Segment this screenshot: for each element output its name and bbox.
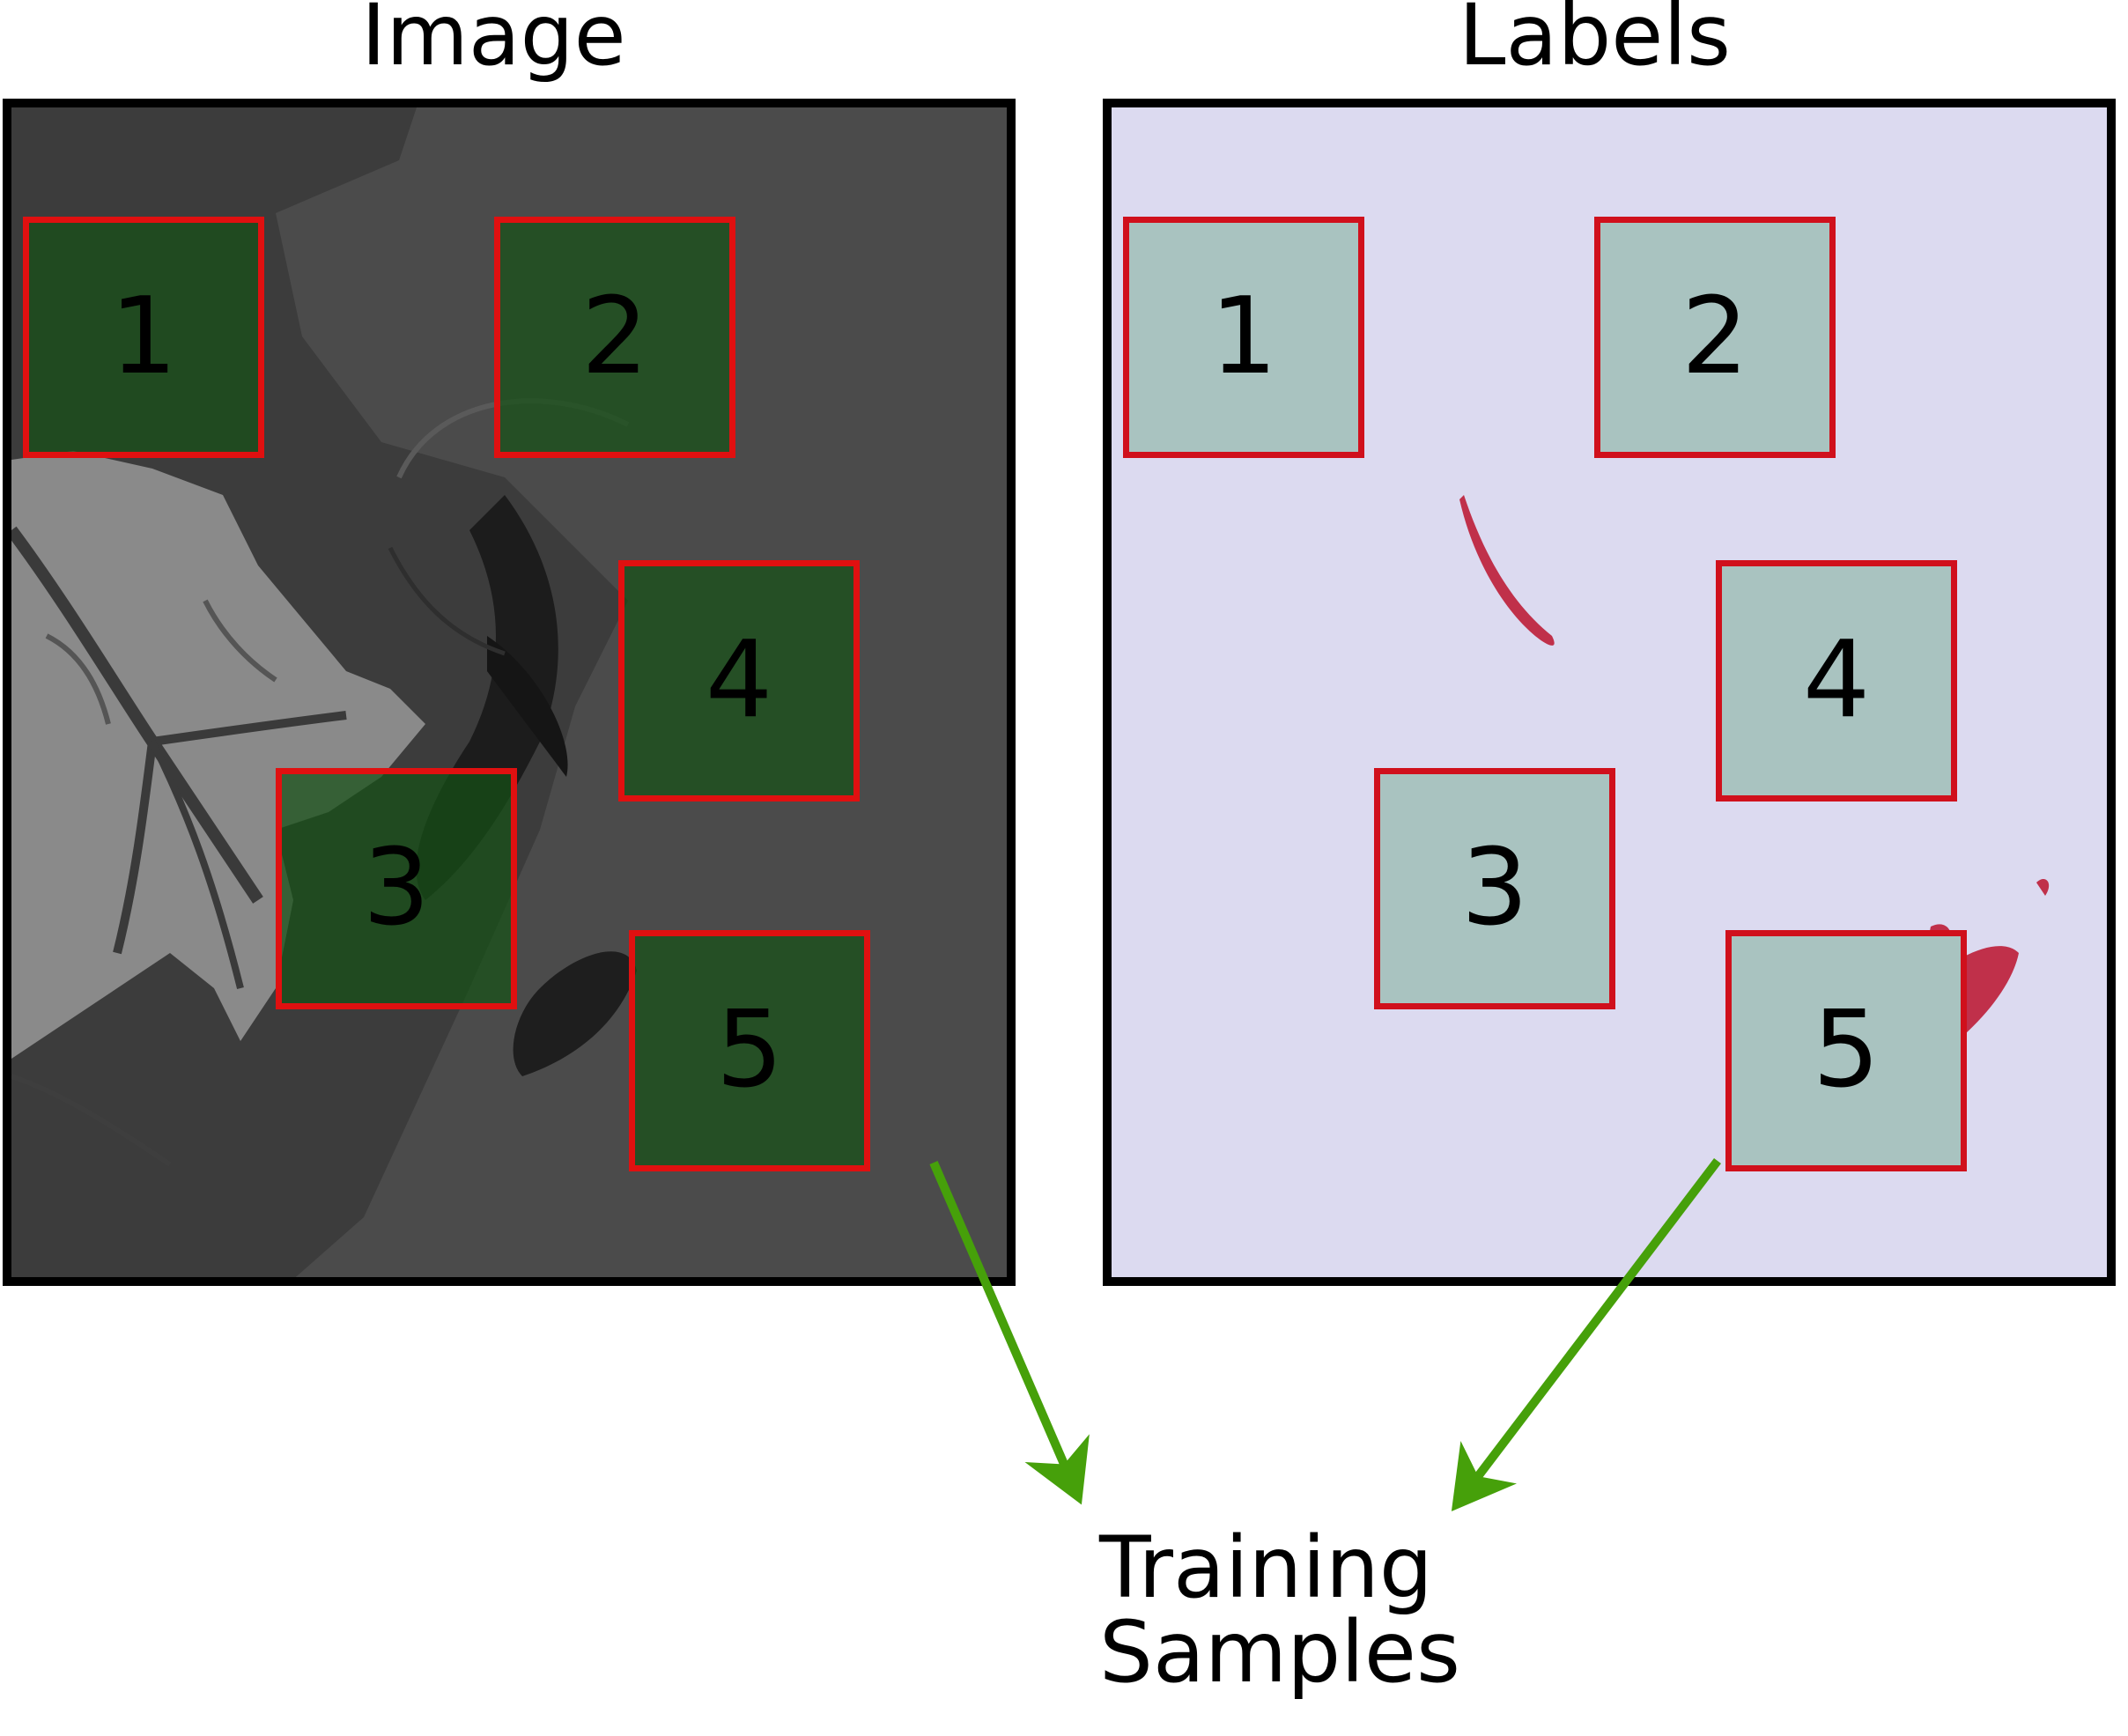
arrow-from-labels	[1451, 1157, 1721, 1511]
labels-box-number-1: 1	[1209, 276, 1278, 398]
labels-box-number-5: 5	[1812, 989, 1880, 1112]
image-box-number-1: 1	[109, 276, 178, 398]
labels-sample-box-1: 1	[1123, 217, 1364, 458]
labels-box-number-3: 3	[1460, 827, 1529, 949]
labels-box-number-4: 4	[1802, 619, 1871, 742]
image-sample-box-5: 5	[629, 930, 870, 1171]
labels-panel-title: Labels	[1459, 0, 1731, 85]
labels-box-number-2: 2	[1681, 276, 1749, 398]
labels-panel: 1 2 3 4 5	[1103, 99, 2116, 1286]
image-sample-box-3: 3	[276, 768, 517, 1009]
labels-sample-box-2: 2	[1594, 217, 1836, 458]
image-box-number-2: 2	[580, 276, 649, 398]
image-sample-box-1: 1	[23, 217, 264, 458]
caption-training: Training	[1099, 1518, 1433, 1617]
image-panel: 1 2 3 4 5	[3, 99, 1016, 1286]
image-panel-title: Image	[361, 0, 626, 85]
labels-sample-box-5: 5	[1725, 930, 1967, 1171]
image-sample-box-2: 2	[494, 217, 735, 458]
image-box-number-3: 3	[362, 827, 431, 949]
image-box-number-4: 4	[705, 619, 773, 742]
caption-samples: Samples	[1099, 1603, 1460, 1702]
image-sample-box-4: 4	[618, 560, 860, 802]
labels-sample-box-3: 3	[1374, 768, 1615, 1009]
image-box-number-5: 5	[715, 989, 784, 1112]
labels-sample-box-4: 4	[1716, 560, 1957, 802]
arrow-from-image	[929, 1161, 1090, 1505]
